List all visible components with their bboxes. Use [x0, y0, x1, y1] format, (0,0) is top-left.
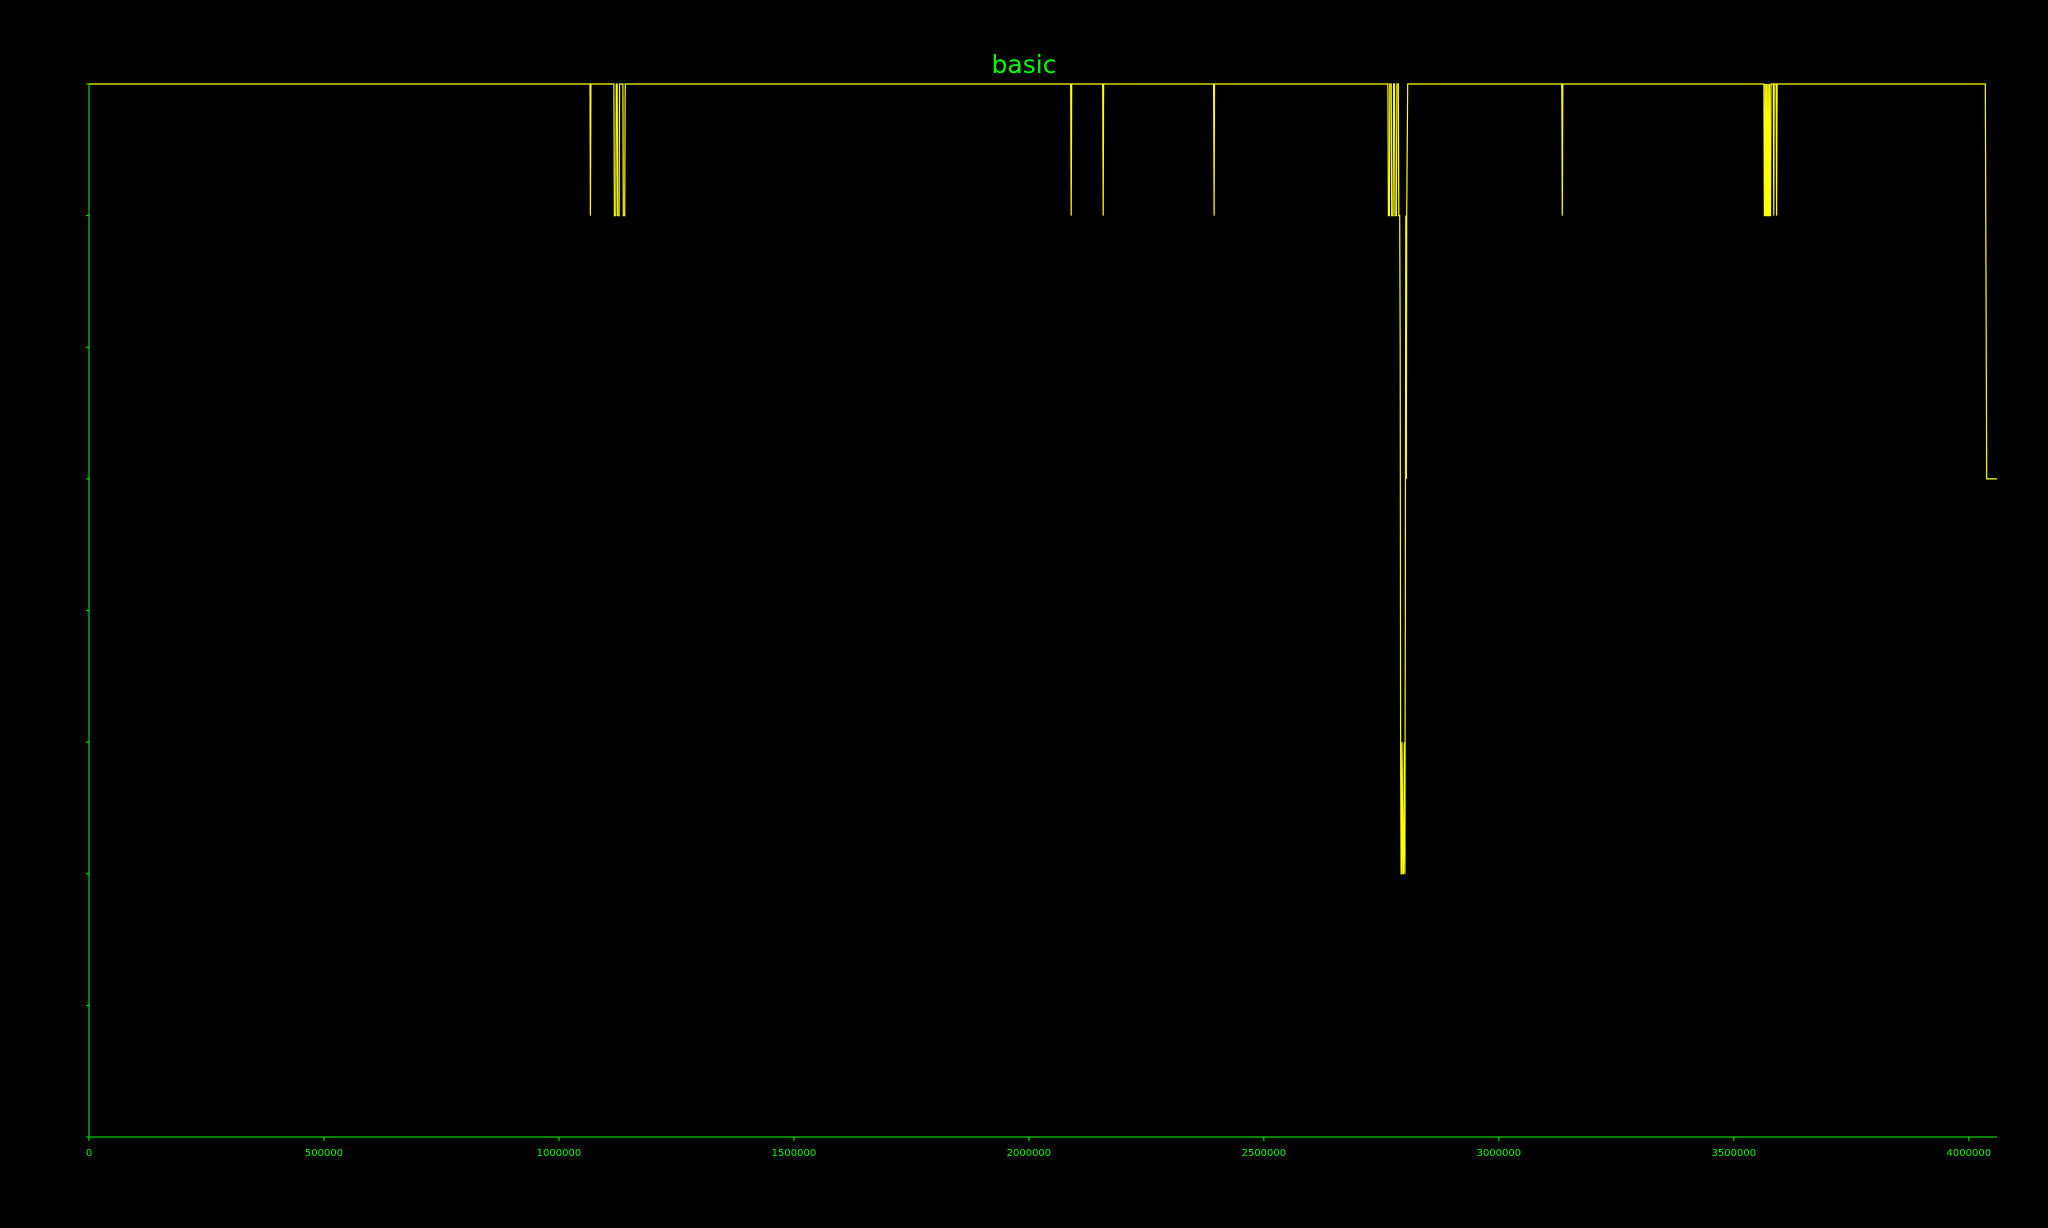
- series-line: [89, 83, 1997, 875]
- x-tick-label: 500000: [305, 1148, 343, 1159]
- axes: 0 500000 1000000 1500000 2000000 2500000 30000…: [86, 83, 1997, 1159]
- x-tick-label: 0: [86, 1148, 92, 1159]
- x-tick-label: 1000000: [537, 1148, 582, 1159]
- x-tick-label: 1500000: [772, 1148, 817, 1159]
- chart-title: basic: [992, 50, 1057, 79]
- x-tick-label: 2500000: [1242, 1148, 1287, 1159]
- x-tick-label: 3500000: [1712, 1148, 1757, 1159]
- x-tick-label: 4000000: [1947, 1148, 1992, 1159]
- x-tick-label: 2000000: [1007, 1148, 1052, 1159]
- x-tick-label: 3000000: [1477, 1148, 1522, 1159]
- plot-area: [89, 83, 1997, 875]
